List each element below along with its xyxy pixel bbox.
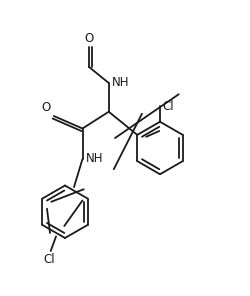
Text: O: O: [84, 32, 94, 45]
Text: NH: NH: [86, 152, 103, 165]
Text: O: O: [42, 101, 51, 114]
Text: Cl: Cl: [44, 253, 55, 266]
Text: Cl: Cl: [162, 100, 173, 113]
Text: NH: NH: [112, 76, 129, 89]
